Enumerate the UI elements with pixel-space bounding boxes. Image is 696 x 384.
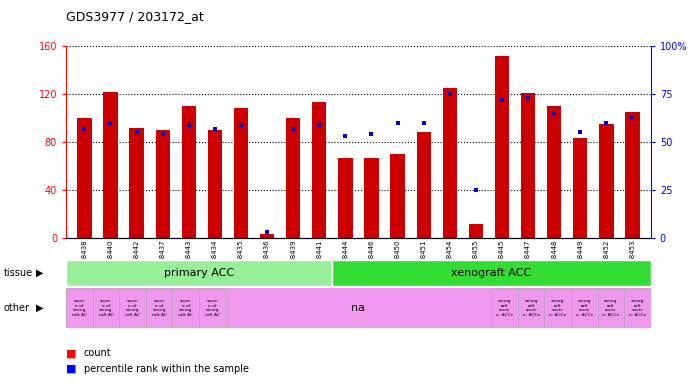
Text: sourc
e of
xenog
raft AC: sourc e of xenog raft AC [72,299,87,317]
Bar [332,260,651,286]
Bar [119,288,146,328]
Text: xenog
raft
sourc
e: ACCe: xenog raft sourc e: ACCe [523,299,540,317]
Bar [364,158,379,238]
Bar [93,288,119,328]
Bar [234,108,248,238]
Bar [573,139,587,238]
Bar [624,288,651,328]
Text: xenog
raft
sourc
e: ACCe: xenog raft sourc e: ACCe [549,299,567,317]
Bar [173,288,199,328]
Text: count: count [84,348,111,358]
Text: ▶: ▶ [36,268,44,278]
Bar [599,124,614,238]
Bar [312,103,326,238]
Text: GDS3977 / 203172_at: GDS3977 / 203172_at [66,10,204,23]
Text: xenog
raft
sourc
e: ACCe: xenog raft sourc e: ACCe [629,299,646,317]
Bar [103,92,118,238]
Text: sourc
e of
xenog
raft AC: sourc e of xenog raft AC [99,299,113,317]
Text: percentile rank within the sample: percentile rank within the sample [84,364,248,374]
Bar [66,260,332,286]
Text: na: na [351,303,365,313]
Bar [468,223,483,238]
Text: tissue: tissue [3,268,33,278]
Bar [598,288,624,328]
Bar [146,288,173,328]
Bar [547,106,562,238]
Bar [443,88,457,238]
Bar [199,288,226,328]
Text: xenog
raft
sourc
e: ACCe: xenog raft sourc e: ACCe [496,299,513,317]
Bar [155,130,170,238]
Bar [66,288,93,328]
Bar [495,56,509,238]
Text: ▶: ▶ [36,303,44,313]
Bar [571,288,598,328]
Bar [338,158,353,238]
Bar [521,93,535,238]
Bar [625,112,640,238]
Text: primary ACC: primary ACC [164,268,234,278]
Bar [207,130,222,238]
Text: xenog
raft
sourc
e: ACCe: xenog raft sourc e: ACCe [602,299,619,317]
Text: sourc
e of
xenog
raft AC: sourc e of xenog raft AC [205,299,220,317]
Text: xenograft ACC: xenograft ACC [451,268,531,278]
Bar [77,118,92,238]
Text: sourc
e of
xenog
raft AC: sourc e of xenog raft AC [152,299,166,317]
Text: ■: ■ [66,348,77,358]
Bar [286,118,301,238]
Text: other: other [3,303,29,313]
Text: ■: ■ [66,364,77,374]
Bar [491,288,518,328]
Bar [390,154,405,238]
Text: sourc
e of
xenog
raft AC: sourc e of xenog raft AC [178,299,193,317]
Bar [518,288,544,328]
Bar [260,235,274,238]
Bar [416,132,431,238]
Text: sourc
e of
xenog
raft AC: sourc e of xenog raft AC [125,299,140,317]
Bar [544,288,571,328]
Text: xenog
raft
sourc
e: ACCe: xenog raft sourc e: ACCe [576,299,593,317]
Bar [129,127,144,238]
Bar [182,106,196,238]
